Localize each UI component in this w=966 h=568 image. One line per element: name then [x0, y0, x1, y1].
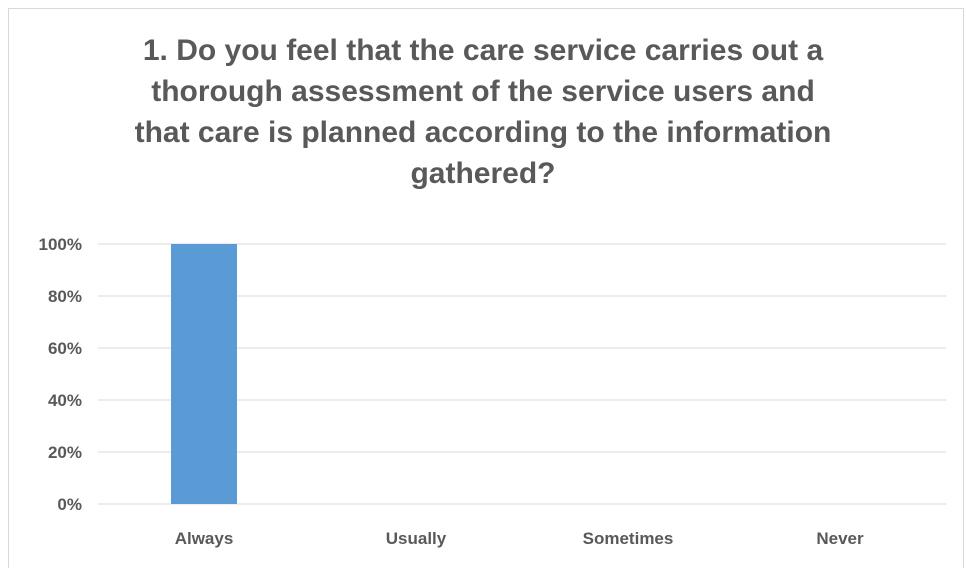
- y-tick-label: 0%: [57, 495, 82, 514]
- y-tick-label: 60%: [48, 339, 82, 358]
- chart-title: 1. Do you feel that the care service car…: [0, 30, 966, 194]
- x-category-label: Never: [816, 529, 864, 548]
- chart-title-line-3: that care is planned according to the in…: [134, 116, 832, 149]
- y-tick-label: 100%: [39, 235, 82, 254]
- bar-always: [171, 244, 237, 504]
- x-category-label: Always: [175, 529, 234, 548]
- y-tick-label: 40%: [48, 391, 82, 410]
- chart-title-line-1: 1. Do you feel that the care service car…: [142, 34, 824, 67]
- y-tick-label: 80%: [48, 287, 82, 306]
- x-category-label: Sometimes: [583, 529, 674, 548]
- chart-frame: [8, 8, 964, 568]
- x-category-label: Usually: [386, 529, 447, 548]
- y-tick-label: 20%: [48, 443, 82, 462]
- chart-title-line-4: gathered?: [410, 157, 556, 190]
- chart-title-line-2: thorough assessment of the service users…: [151, 75, 815, 108]
